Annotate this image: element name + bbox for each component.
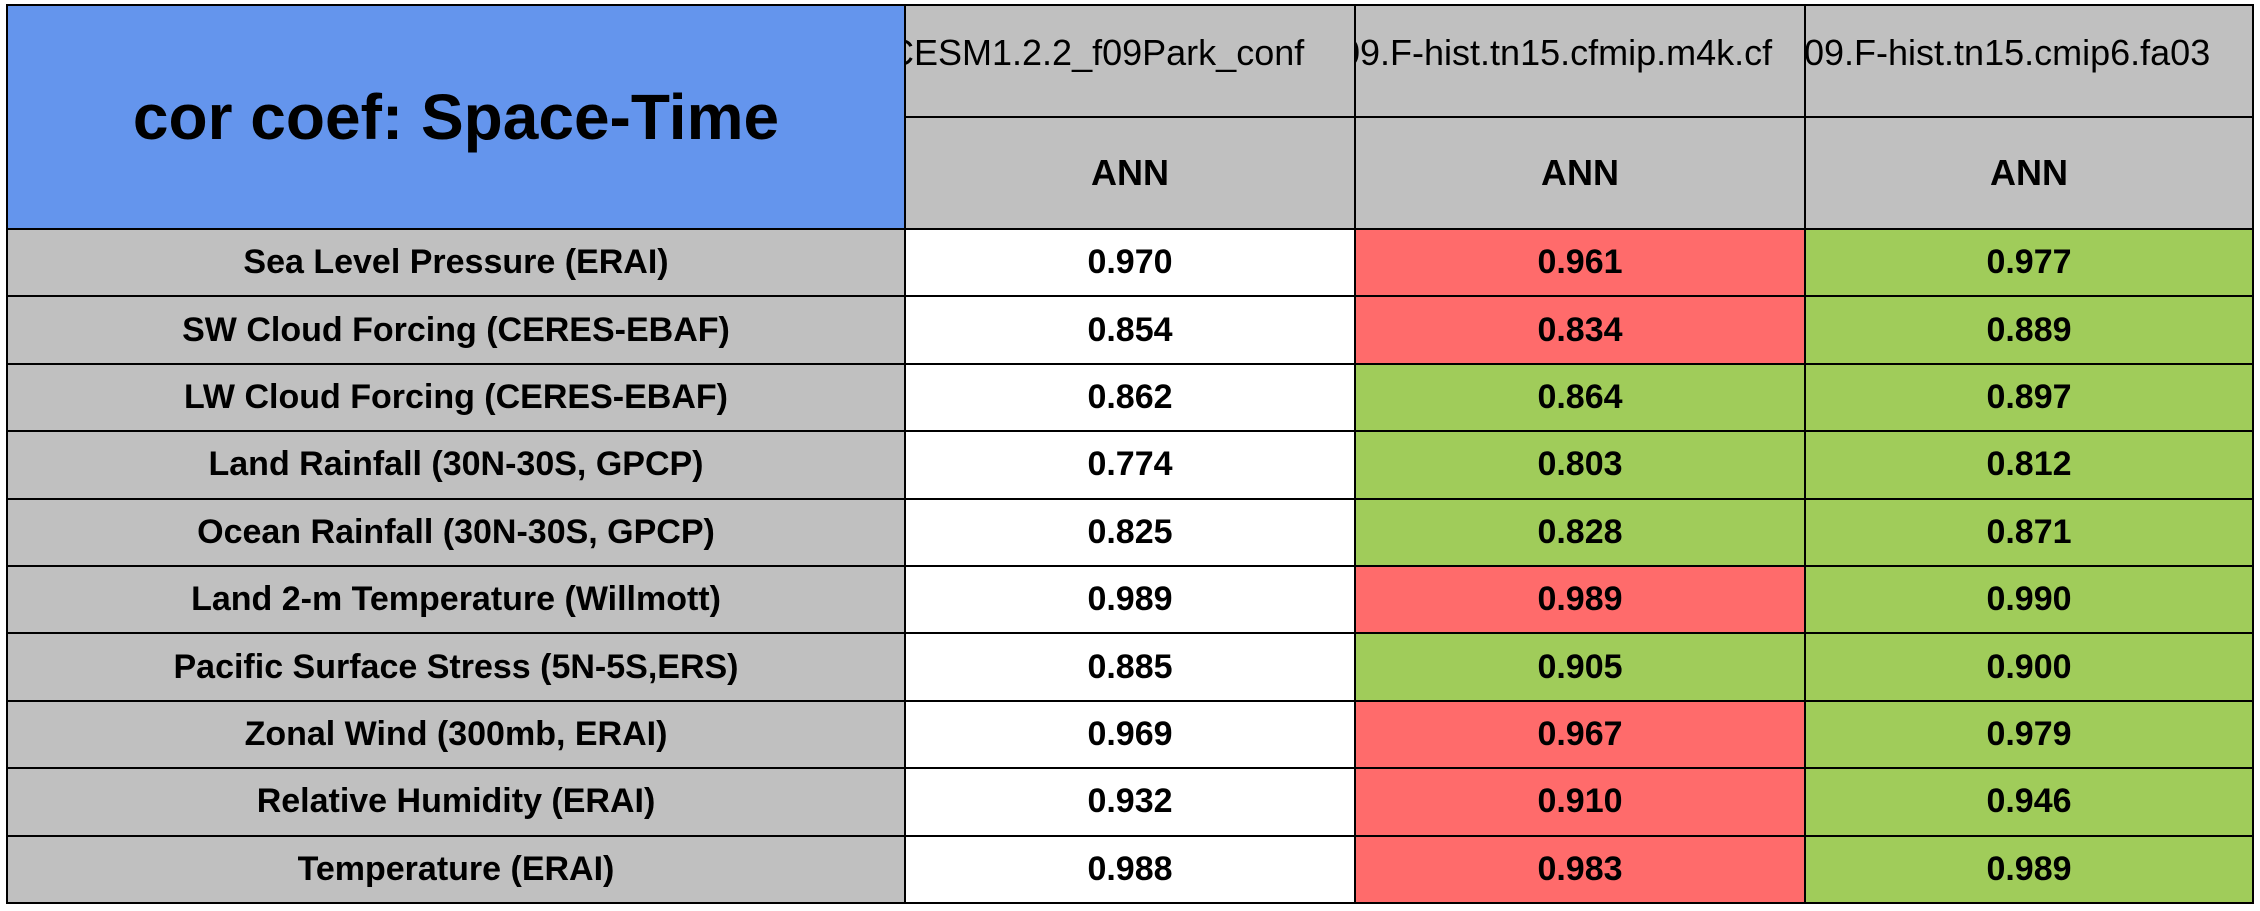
row-label: Land 2-m Temperature (Willmott) [6, 567, 906, 635]
value-cell: 0.905 [1356, 634, 1806, 702]
value-cell: 0.828 [1356, 499, 1806, 567]
row-label: Ocean Rainfall (30N-30S, GPCP) [6, 499, 906, 567]
row-label: Sea Level Pressure (ERAI) [6, 230, 906, 298]
value-cell: 0.932 [906, 769, 1356, 837]
value-cell: 0.864 [1356, 364, 1806, 433]
cor-coef-table: cor coef: Space-Time CESM1.2.2_f09Park_c… [6, 4, 2254, 904]
value-cell: 0.897 [1806, 364, 2254, 433]
column-run-name: CESM1.2.2_f09Park_conf [906, 32, 1305, 73]
column-header-season-2: ANN [1356, 118, 1806, 230]
row-label: Zonal Wind (300mb, ERAI) [6, 701, 906, 770]
value-cell: 0.989 [1356, 567, 1806, 635]
value-cell: 0.989 [906, 567, 1356, 635]
value-cell: 0.834 [1356, 297, 1806, 365]
value-cell: 0.910 [1356, 769, 1806, 837]
value-cell: 0.946 [1806, 769, 2254, 837]
value-cell: 0.825 [906, 499, 1356, 567]
row-label: Relative Humidity (ERAI) [6, 769, 906, 837]
value-cell: 0.969 [906, 701, 1356, 770]
value-cell: 0.862 [906, 364, 1356, 433]
value-cell: 0.988 [906, 836, 1356, 904]
value-cell: 0.961 [1356, 230, 1806, 298]
value-cell: 0.989 [1806, 836, 2254, 904]
row-label: LW Cloud Forcing (CERES-EBAF) [6, 364, 906, 433]
column-header-season-3: ANN [1806, 118, 2254, 230]
value-cell: 0.889 [1806, 297, 2254, 365]
row-label: Temperature (ERAI) [6, 836, 906, 904]
column-header-run-3: f09.F-hist.tn15.cmip6.fa03 [1806, 4, 2254, 118]
value-cell: 0.979 [1806, 701, 2254, 770]
value-cell: 0.885 [906, 634, 1356, 702]
value-cell: 0.774 [906, 432, 1356, 500]
value-cell: 0.970 [906, 230, 1356, 298]
value-cell: 0.854 [906, 297, 1356, 365]
value-cell: 0.983 [1356, 836, 1806, 904]
value-cell: 0.900 [1806, 634, 2254, 702]
row-label: SW Cloud Forcing (CERES-EBAF) [6, 297, 906, 365]
value-cell: 0.990 [1806, 567, 2254, 635]
value-cell: 0.871 [1806, 499, 2254, 567]
column-run-name: f09.F-hist.tn15.cfmip.m4k.cf [1356, 32, 1773, 73]
column-header-run-1: CESM1.2.2_f09Park_conf [906, 4, 1356, 118]
value-cell: 0.803 [1356, 432, 1806, 500]
column-run-name: f09.F-hist.tn15.cmip6.fa03 [1806, 32, 2211, 73]
table-title: cor coef: Space-Time [6, 4, 906, 230]
column-header-run-2: f09.F-hist.tn15.cfmip.m4k.cf [1356, 4, 1806, 118]
value-cell: 0.967 [1356, 701, 1806, 770]
value-cell: 0.977 [1806, 230, 2254, 298]
value-cell: 0.812 [1806, 432, 2254, 500]
column-header-season-1: ANN [906, 118, 1356, 230]
row-label: Land Rainfall (30N-30S, GPCP) [6, 432, 906, 500]
row-label: Pacific Surface Stress (5N-5S,ERS) [6, 634, 906, 702]
